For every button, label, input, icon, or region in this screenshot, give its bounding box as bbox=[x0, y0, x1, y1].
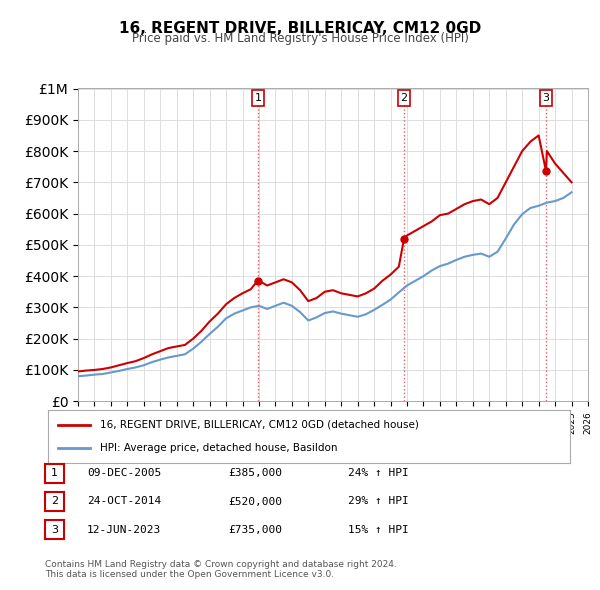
Text: £520,000: £520,000 bbox=[228, 497, 282, 506]
Text: 16, REGENT DRIVE, BILLERICAY, CM12 0GD: 16, REGENT DRIVE, BILLERICAY, CM12 0GD bbox=[119, 21, 481, 35]
Text: 3: 3 bbox=[51, 525, 58, 535]
Text: 29% ↑ HPI: 29% ↑ HPI bbox=[348, 497, 409, 506]
Text: 1: 1 bbox=[51, 468, 58, 478]
Text: 2: 2 bbox=[400, 93, 407, 103]
Text: £735,000: £735,000 bbox=[228, 525, 282, 535]
Text: £385,000: £385,000 bbox=[228, 468, 282, 478]
Text: 3: 3 bbox=[542, 93, 550, 103]
Text: 15% ↑ HPI: 15% ↑ HPI bbox=[348, 525, 409, 535]
Text: HPI: Average price, detached house, Basildon: HPI: Average price, detached house, Basi… bbox=[100, 443, 338, 453]
Text: 16, REGENT DRIVE, BILLERICAY, CM12 0GD (detached house): 16, REGENT DRIVE, BILLERICAY, CM12 0GD (… bbox=[100, 420, 419, 430]
Text: 1: 1 bbox=[254, 93, 262, 103]
Text: Price paid vs. HM Land Registry's House Price Index (HPI): Price paid vs. HM Land Registry's House … bbox=[131, 32, 469, 45]
Text: 24% ↑ HPI: 24% ↑ HPI bbox=[348, 468, 409, 478]
Text: 24-OCT-2014: 24-OCT-2014 bbox=[87, 497, 161, 506]
Text: Contains HM Land Registry data © Crown copyright and database right 2024.
This d: Contains HM Land Registry data © Crown c… bbox=[45, 560, 397, 579]
Text: 12-JUN-2023: 12-JUN-2023 bbox=[87, 525, 161, 535]
Text: 2: 2 bbox=[51, 497, 58, 506]
Text: 09-DEC-2005: 09-DEC-2005 bbox=[87, 468, 161, 478]
